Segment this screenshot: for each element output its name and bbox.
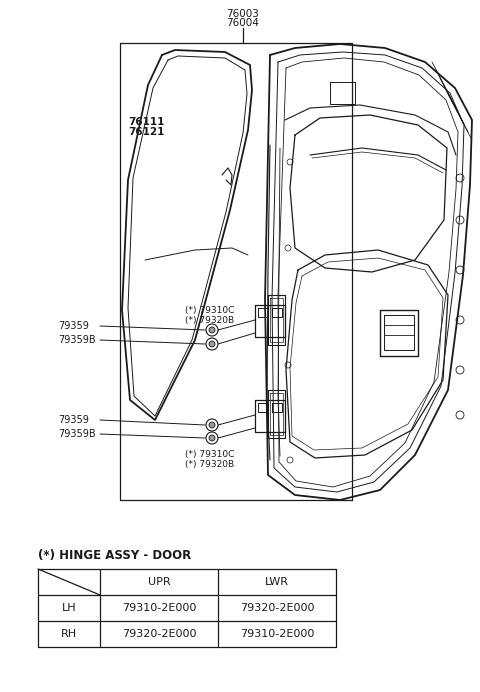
Text: LH: LH: [62, 603, 76, 613]
Text: LWR: LWR: [265, 577, 289, 587]
Circle shape: [209, 341, 215, 347]
Text: 79359: 79359: [58, 415, 89, 425]
Text: 79310-2E000: 79310-2E000: [240, 629, 314, 639]
Circle shape: [209, 422, 215, 428]
Text: (*) 79320B: (*) 79320B: [185, 316, 234, 325]
Text: 79359B: 79359B: [58, 335, 96, 345]
Text: (*) 79320B: (*) 79320B: [185, 460, 234, 469]
Text: 79320-2E000: 79320-2E000: [240, 603, 314, 613]
Text: 79310-2E000: 79310-2E000: [122, 603, 196, 613]
Circle shape: [209, 435, 215, 441]
Text: (*) 79310C: (*) 79310C: [185, 450, 234, 459]
Text: 76004: 76004: [227, 18, 259, 28]
Circle shape: [209, 327, 215, 333]
Text: UPR: UPR: [148, 577, 170, 587]
Text: 76121: 76121: [128, 127, 164, 137]
Text: (*) HINGE ASSY - DOOR: (*) HINGE ASSY - DOOR: [38, 549, 191, 561]
Text: 79359B: 79359B: [58, 429, 96, 439]
Text: 79359: 79359: [58, 321, 89, 331]
Text: (*) 79310C: (*) 79310C: [185, 305, 234, 314]
Text: RH: RH: [61, 629, 77, 639]
Text: 76111: 76111: [128, 117, 164, 127]
Text: 76003: 76003: [227, 9, 259, 19]
Text: 79320-2E000: 79320-2E000: [122, 629, 196, 639]
